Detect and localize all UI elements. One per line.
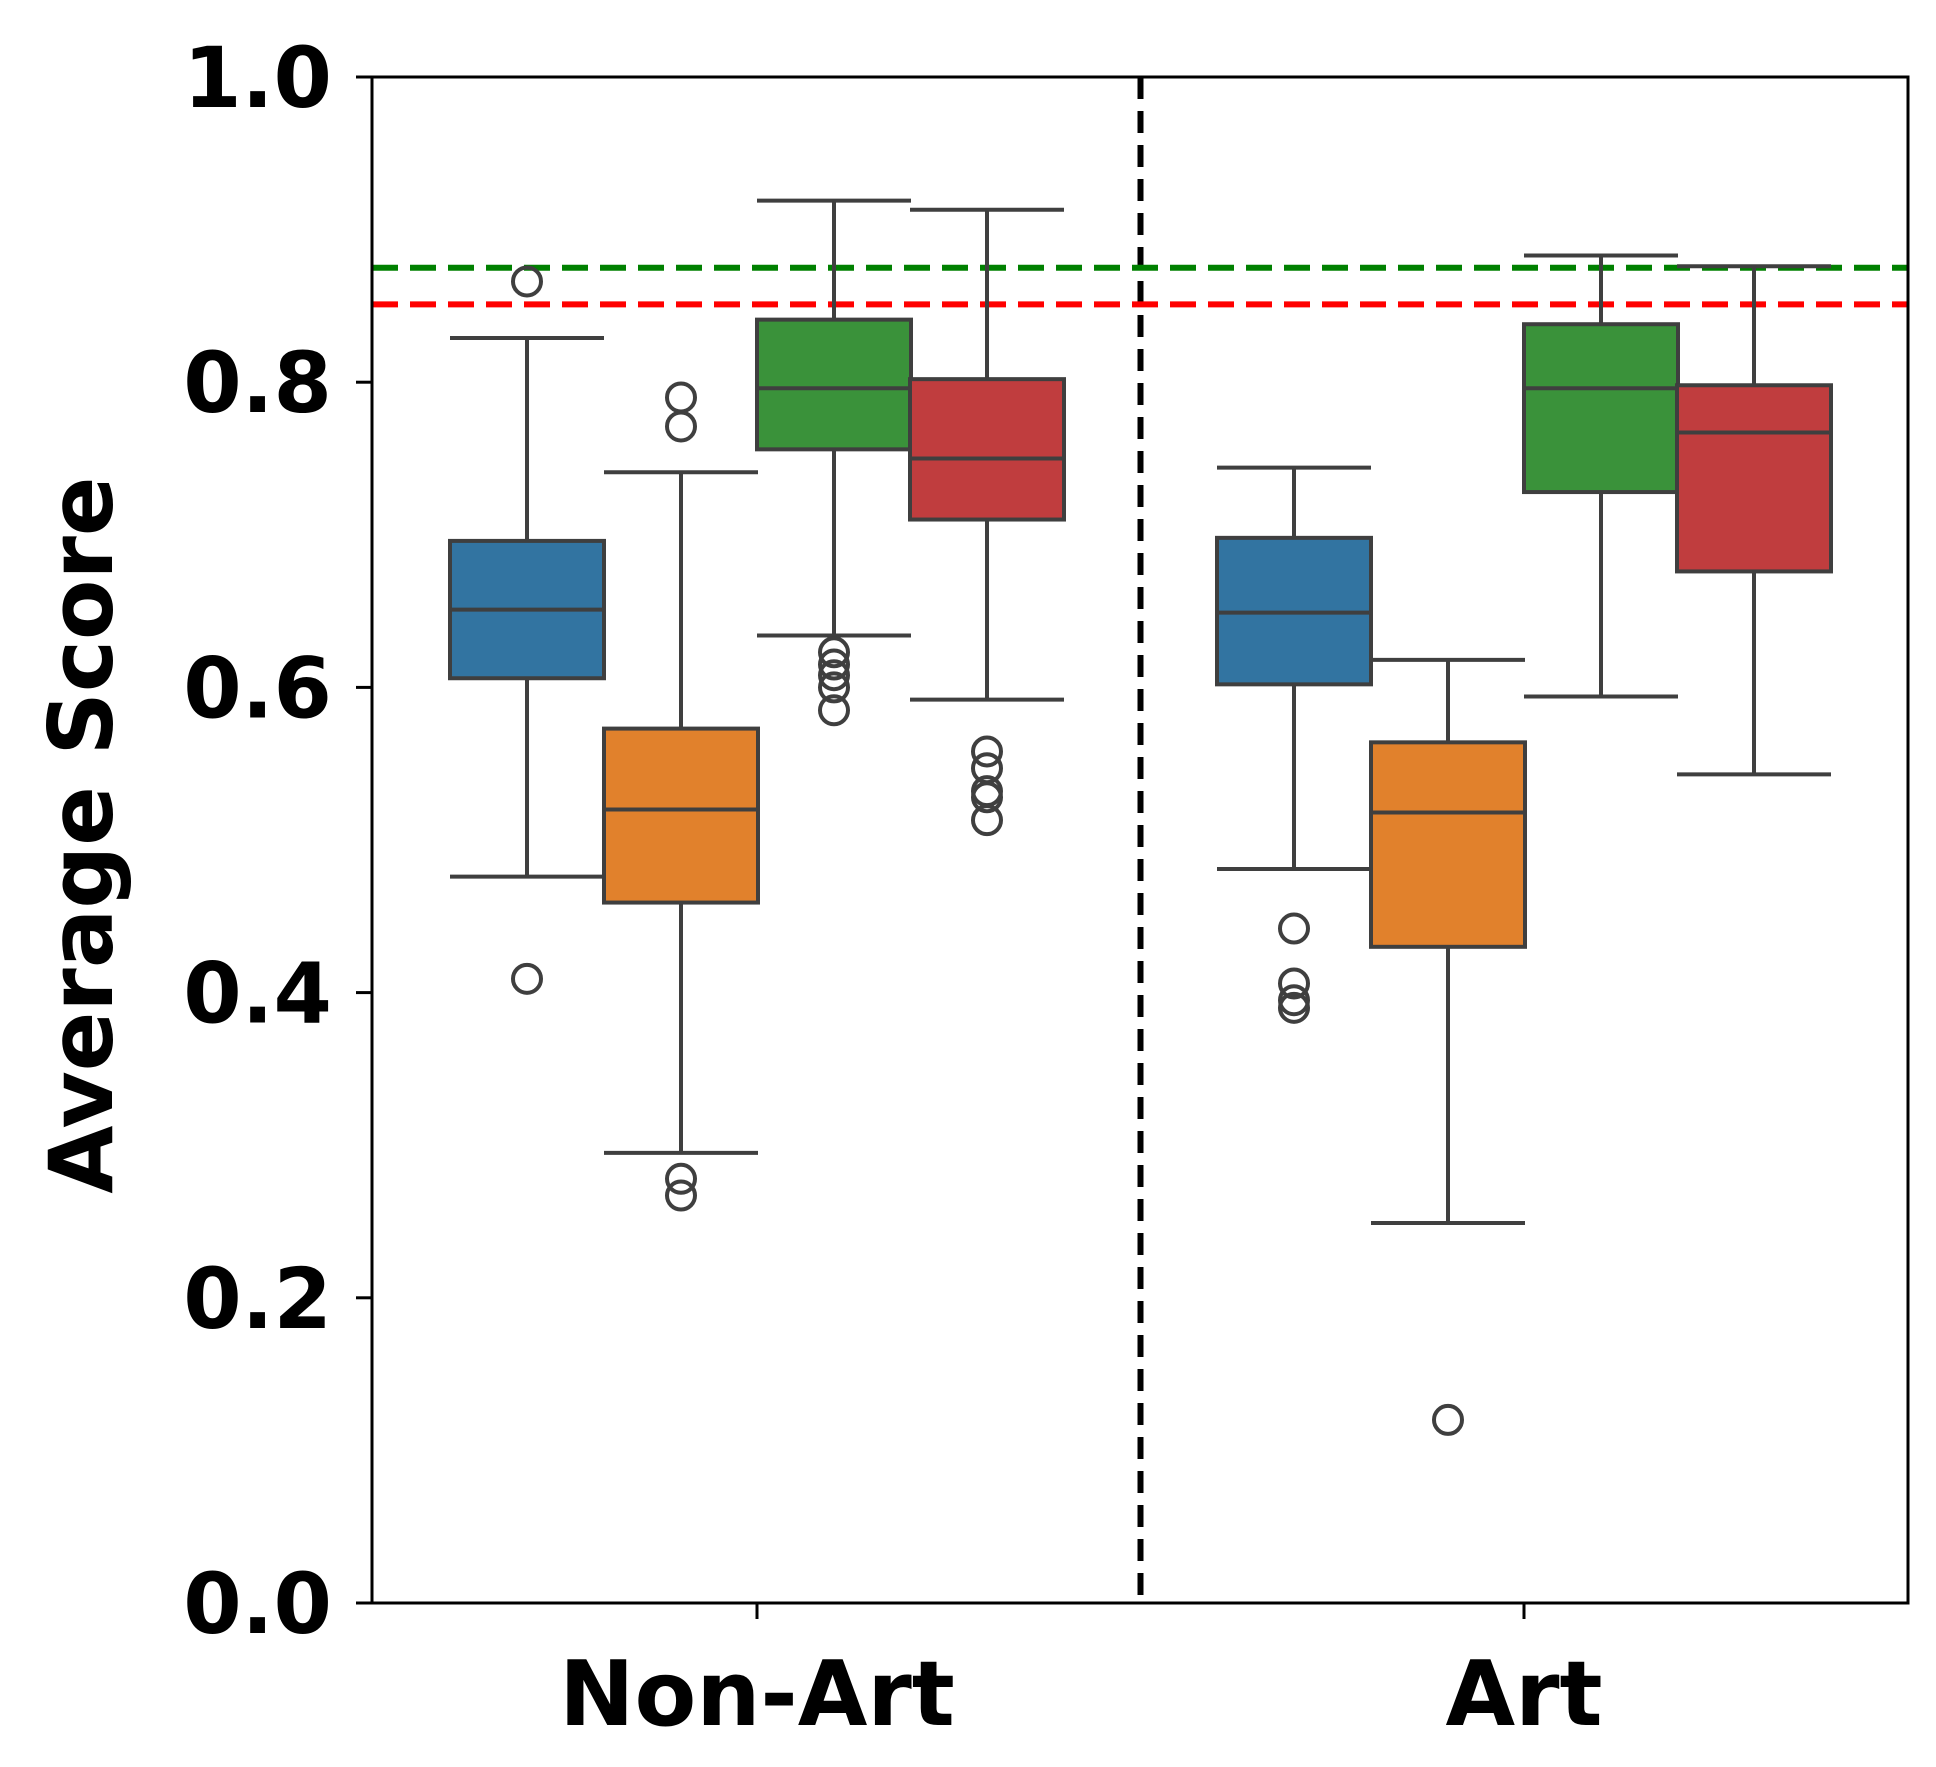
outlier-point <box>1278 912 1310 945</box>
axes: 0.0 0.2 0.4 0.6 0.8 1.0 Non-Art Art <box>183 29 1910 1747</box>
outlier-point <box>818 648 850 681</box>
y-tick-label: 0.8 <box>183 334 332 432</box>
reference-lines <box>372 77 1908 1603</box>
outlier-point <box>1278 967 1310 1000</box>
box-non-art-series-1 <box>602 381 760 1212</box>
box-iqr <box>602 726 760 905</box>
box-non-art-series-2 <box>755 198 913 727</box>
outlier-point <box>511 265 543 298</box>
box-iqr <box>1522 322 1680 495</box>
y-tick-label: 1.0 <box>183 29 332 127</box>
outlier-point <box>665 410 697 443</box>
box-art-series-1 <box>1369 657 1527 1436</box>
outlier-point <box>665 1179 697 1212</box>
box-iqr <box>908 377 1066 522</box>
outlier-point <box>511 962 543 995</box>
outlier-point <box>665 381 697 414</box>
box-non-art-series-3 <box>908 207 1066 837</box>
box-non-art-series-0 <box>448 265 606 995</box>
outlier-point <box>665 1162 697 1195</box>
y-tick-label: 0.4 <box>183 945 332 1043</box>
outlier-point <box>1432 1403 1464 1436</box>
box-iqr <box>1369 740 1527 949</box>
outlier-point <box>818 636 850 669</box>
box-art-series-0 <box>1215 465 1373 1024</box>
x-tick-label-non-art: Non-Art <box>559 1642 955 1747</box>
boxes <box>448 198 1833 1436</box>
outlier-point <box>971 781 1003 814</box>
box-iqr <box>1675 383 1833 574</box>
box-iqr <box>755 317 913 452</box>
y-tick-label: 0.0 <box>183 1555 332 1653</box>
outlier-point <box>818 671 850 704</box>
box-art-series-2 <box>1522 253 1680 699</box>
box-art-series-3 <box>1675 264 1833 777</box>
outlier-point <box>818 694 850 727</box>
y-axis-title: Average Score <box>30 476 133 1193</box>
outlier-point <box>1278 991 1310 1024</box>
y-tick-label: 0.6 <box>183 639 332 737</box>
outlier-point <box>971 735 1003 768</box>
outlier-point <box>818 659 850 692</box>
outlier-point <box>971 804 1003 837</box>
y-tick-label: 0.2 <box>183 1250 332 1348</box>
x-tick-label-art: Art <box>1445 1642 1602 1747</box>
plot-frame <box>370 75 1910 1605</box>
